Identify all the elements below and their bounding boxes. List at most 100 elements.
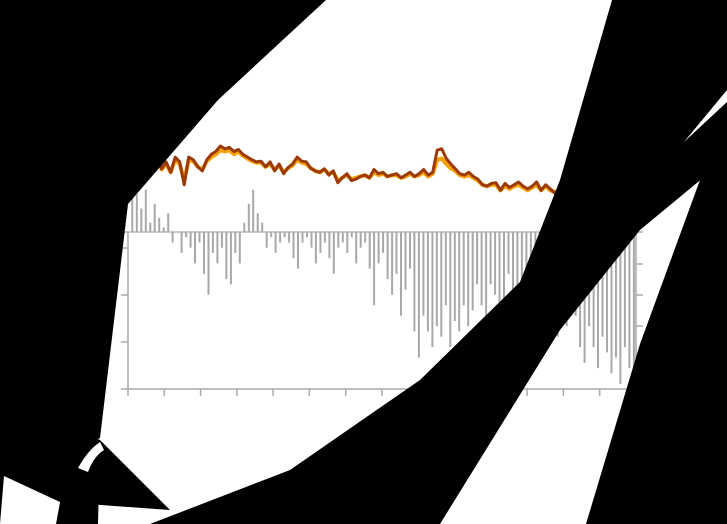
bar-59 [395,232,398,274]
bar-58 [391,232,394,295]
bar-80 [489,232,492,285]
bar-7 [162,227,165,232]
bar-43 [323,232,326,243]
bar-16 [203,232,205,274]
bar-72 [453,232,456,321]
bar-31 [270,232,273,238]
bar-14 [194,232,196,264]
bar-79 [485,232,488,321]
bar-48 [346,232,349,253]
bar-9 [171,232,174,243]
x-ticks [127,389,637,396]
bar-52 [364,232,367,243]
bar-82 [498,232,501,316]
bar-18 [211,232,214,253]
bar-112 [632,232,635,379]
bar-5 [153,203,156,232]
bar-61 [404,232,407,290]
bar-104 [597,232,599,369]
bar-44 [328,232,331,259]
mask-bottom-diagonal [150,102,727,524]
bar-13 [189,232,192,248]
bar-107 [610,232,613,374]
bar-47 [341,232,344,243]
bar-56 [382,232,385,253]
bar-4 [149,222,152,232]
bar-15 [198,232,201,243]
bar-108 [615,232,617,358]
bar-39 [306,232,308,238]
bar-68 [435,232,438,327]
bar-69 [440,232,443,337]
bar-76 [471,232,474,311]
bar-19 [216,232,219,264]
bar-49 [350,232,353,238]
bar-11 [180,232,183,253]
bar-54 [373,232,376,306]
bar-70 [444,232,447,306]
bar-63 [413,232,416,332]
y-left-ticks [121,231,128,390]
bar-32 [274,232,277,253]
bar-6 [158,217,161,232]
bar-27 [252,189,255,232]
series-line-dark [128,144,638,196]
bar-103 [592,232,595,348]
bar-35 [288,232,291,243]
bar-74 [462,232,465,306]
bar-50 [355,232,358,264]
bar-1 [135,194,138,232]
bar-57 [386,232,389,280]
bar-109 [619,232,622,384]
bar-83 [503,232,505,306]
bar-53 [368,232,371,269]
bar-42 [319,232,322,253]
bar-12 [185,232,188,238]
bar-86 [516,232,519,300]
bar-87 [520,232,523,321]
bar-75 [467,232,470,327]
bar-66 [426,232,429,332]
bar-64 [417,232,420,358]
line-series [128,144,638,196]
bar-22 [229,232,232,285]
bar-23 [234,232,237,253]
bar-65 [422,232,425,316]
bar-30 [265,232,268,248]
bar-71 [449,232,452,348]
bar-73 [458,232,461,332]
bar-37 [297,232,299,269]
bar-36 [292,232,295,259]
bar-24 [238,232,241,264]
mask-right-lower [586,110,727,524]
bar-106 [606,232,608,353]
bar-62 [409,232,411,269]
bar-2 [140,208,143,232]
mask-top-left [0,0,326,524]
bar-60 [400,232,402,316]
bar-29 [261,222,264,232]
mask-white-glint [78,442,104,472]
bar-84 [507,232,510,274]
bar-105 [601,232,604,337]
bar-78 [480,232,483,306]
bar-46 [337,232,340,248]
bar-21 [225,232,228,280]
bar-34 [283,232,286,238]
bar-45 [332,232,335,274]
bar-41 [314,232,317,264]
bar-38 [301,232,304,243]
bar-67 [431,232,434,348]
bar-20 [220,232,223,248]
bar-55 [377,232,380,264]
bar-8 [167,213,170,232]
mask-right-stripe [520,0,727,282]
bar-33 [279,232,282,243]
bar-51 [359,232,362,248]
bar-111 [628,232,631,369]
bar-17 [207,232,210,295]
bar-0 [131,185,134,232]
